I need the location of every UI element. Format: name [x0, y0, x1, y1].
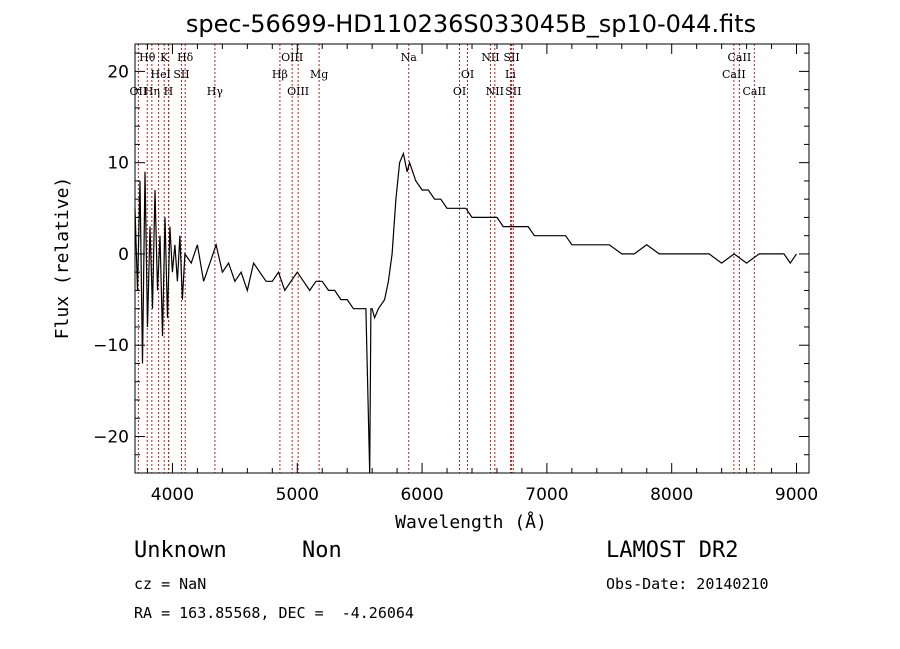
spectral-line-label: CaII [728, 51, 752, 64]
spectral-line-label: Mg [310, 68, 328, 81]
object-class: Unknown [134, 538, 227, 563]
y-axis-label: Flux (relative) [52, 177, 73, 340]
spectral-line-label: Li [505, 68, 516, 81]
y-tick-label: −20 [93, 427, 129, 447]
spectral-line-label: Hη [144, 85, 160, 98]
y-tick-label: 10 [107, 154, 129, 174]
coordinates: RA = 163.85568, DEC = -4.26064 [134, 604, 414, 622]
spectral-line-label: OIII [287, 85, 309, 98]
spectral-line-label: NII [481, 51, 499, 64]
x-tick-label: 6000 [400, 485, 443, 505]
spectral-line-label: OI [453, 85, 466, 98]
x-tick-label: 9000 [775, 485, 818, 505]
spectral-line-label: He [151, 68, 167, 81]
spectral-line-label: Hγ [207, 85, 224, 98]
x-tick-label: 4000 [151, 485, 194, 505]
y-tick-label: −10 [93, 336, 129, 356]
spectral-line-label: H [164, 85, 174, 98]
spectral-line-label: OIII [281, 51, 303, 64]
survey-name: LAMOST DR2 [606, 538, 739, 563]
chart-title: spec-56699-HD110236S033045B_sp10-044.fit… [186, 10, 756, 38]
object-subclass: Non [302, 538, 342, 563]
y-tick-label: 0 [118, 245, 129, 265]
plot-frame [134, 43, 810, 474]
x-axis-ticks: 4000 5000 6000 7000 8000 9000 [146, 44, 818, 505]
spectral-line-label: I [167, 68, 171, 81]
redshift-value: cz = NaN [134, 575, 207, 593]
y-axis-ticks: −20 −10 0 10 20 [93, 52, 809, 456]
spectral-line-label: Hδ [177, 51, 194, 64]
x-tick-label: 8000 [650, 485, 693, 505]
spectral-line-label: SII [503, 51, 519, 64]
spectral-line-label: Hβ [272, 68, 288, 81]
spectral-line-label: SII [505, 85, 521, 98]
spectral-line-label: CaII [722, 68, 746, 81]
spectral-line-label: K [160, 51, 169, 64]
spectral-line-label: OII [130, 85, 148, 98]
x-axis-label: Wavelength (Å) [395, 511, 547, 533]
spectral-line-label: Hθ [139, 51, 156, 64]
spectrum-line [134, 151, 797, 474]
x-tick-label: 7000 [525, 485, 568, 505]
spectral-line-label: CaII [742, 85, 766, 98]
spectral-line-label: SII [173, 68, 189, 81]
spectral-line-label: NII [486, 85, 504, 98]
spectral-line-label: OI [461, 68, 474, 81]
observation-date: Obs-Date: 20140210 [606, 575, 769, 593]
spectral-line-label: Na [401, 51, 418, 64]
x-tick-label: 5000 [276, 485, 319, 505]
spectral-line-markers [137, 44, 755, 473]
y-tick-label: 20 [107, 62, 129, 82]
